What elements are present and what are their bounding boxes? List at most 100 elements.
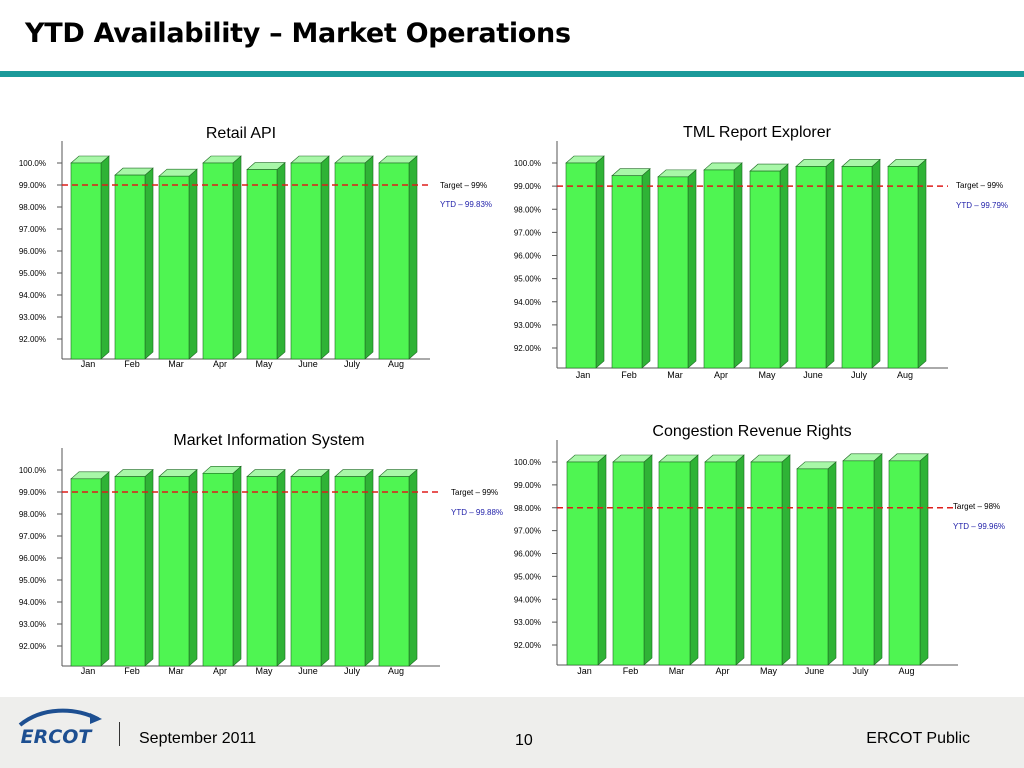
ytd-label: YTD – 99.79% [956, 201, 1008, 210]
x-tick-label: Apr [714, 370, 728, 380]
bar-mar [658, 454, 699, 666]
x-tick-label: Mar [667, 370, 683, 380]
bar-front [841, 166, 873, 369]
bar-feb [114, 468, 154, 667]
x-tick-label: Jan [81, 666, 96, 676]
x-tick-label: July [851, 370, 868, 380]
title-rule [0, 71, 1024, 77]
bar-feb [611, 168, 651, 369]
x-tick-label: July [852, 666, 869, 676]
x-tick-label: June [803, 370, 823, 380]
bar-jan [70, 155, 110, 360]
bar-june [290, 155, 330, 360]
y-tick-label: 95.00% [514, 572, 541, 581]
footer-date: September 2011 [139, 730, 257, 747]
y-tick-label: 92.00% [19, 335, 46, 344]
bar-mar [158, 168, 198, 360]
bar-mar [158, 468, 198, 667]
y-tick-label: 97.00% [514, 527, 541, 536]
bar-side [919, 453, 929, 666]
ytd-label: YTD – 99.88% [451, 508, 503, 517]
y-tick-label: 99.00% [514, 182, 541, 191]
y-tick-label: 98.00% [19, 510, 46, 519]
x-tick-label: Jan [576, 370, 591, 380]
bar-may [246, 161, 286, 360]
slide-title: YTD Availability – Market Operations [25, 18, 571, 49]
x-tick-label: July [344, 666, 361, 676]
bar-front [158, 175, 190, 360]
y-tick-label: 96.00% [19, 554, 46, 563]
y-tick-label: 93.00% [514, 618, 541, 627]
bar-front [612, 461, 645, 666]
y-tick-label: 100.0% [514, 458, 541, 467]
chart-congestion-revenue-rights: 92.00% 93.00% 94.00% 95.00% 96.00% 97.00% 98.0… [514, 440, 1005, 676]
bar-front [887, 166, 919, 369]
bar-front [70, 162, 102, 360]
bar-jan [565, 155, 605, 369]
y-tick-label: 100.0% [19, 466, 46, 475]
bar-front [202, 162, 234, 360]
bar-front [795, 166, 827, 369]
bar-front [888, 460, 921, 666]
x-tick-label: Mar [669, 666, 685, 676]
x-tick-label: May [255, 359, 273, 369]
bar-aug [887, 158, 927, 369]
y-tick-label: 96.00% [19, 247, 46, 256]
bar-june [795, 158, 835, 369]
y-tick-label: 98.00% [514, 504, 541, 513]
x-tick-label: July [344, 359, 361, 369]
x-tick-label: June [298, 359, 318, 369]
bar-front [796, 468, 829, 666]
footer-classification: ERCOT Public [866, 730, 970, 747]
bar-front [246, 476, 278, 667]
bar-july [334, 155, 374, 360]
x-tick-label: May [255, 666, 273, 676]
y-tick-label: 92.00% [19, 642, 46, 651]
y-tick-label: 95.00% [19, 269, 46, 278]
y-tick-label: 94.00% [19, 598, 46, 607]
bar-front [378, 476, 410, 667]
y-tick-label: 97.00% [514, 228, 541, 237]
y-tick-label: 96.00% [514, 252, 541, 261]
chart-retail-api: 92.00% 93.00% 94.00% 95.00% 96.00% 97.00% 98.0… [19, 141, 492, 369]
y-tick-label: 94.00% [19, 291, 46, 300]
y-tick-label: 97.00% [19, 532, 46, 541]
bar-feb [114, 167, 154, 360]
ytd-label: YTD – 99.96% [953, 522, 1005, 531]
y-tick-label: 93.00% [19, 313, 46, 322]
y-tick-label: 99.00% [514, 481, 541, 490]
y-tick-label: 92.00% [514, 344, 541, 353]
target-label: Target – 99% [440, 181, 487, 190]
bar-june [290, 468, 330, 667]
bar-july [334, 468, 374, 667]
bar-front [290, 476, 322, 667]
target-label: Target – 99% [956, 181, 1003, 190]
bar-front [158, 476, 190, 667]
chart-title-retail-api: Retail API [205, 125, 277, 142]
x-tick-label: Feb [124, 359, 140, 369]
bar-feb [612, 454, 653, 666]
x-tick-label: June [298, 666, 318, 676]
bar-side [597, 454, 607, 666]
x-tick-label: Apr [715, 666, 729, 676]
bar-front [246, 169, 278, 360]
bar-jan [70, 471, 110, 667]
y-tick-label: 99.00% [19, 488, 46, 497]
y-tick-label: 99.00% [19, 181, 46, 190]
y-tick-label: 100.0% [514, 159, 541, 168]
bar-front [611, 175, 643, 369]
x-tick-label: May [760, 666, 778, 676]
x-tick-label: Mar [168, 359, 184, 369]
target-label: Target – 99% [451, 488, 498, 497]
y-tick-label: 95.00% [514, 275, 541, 284]
bar-aug [378, 155, 418, 360]
bar-apr [202, 155, 242, 360]
bar-front [114, 476, 146, 667]
bar-apr [202, 465, 242, 667]
bar-aug [888, 453, 929, 666]
x-tick-label: Apr [213, 666, 227, 676]
bar-front [565, 162, 597, 369]
bar-front [704, 461, 737, 666]
y-tick-label: 92.00% [514, 641, 541, 650]
x-tick-label: Jan [81, 359, 96, 369]
